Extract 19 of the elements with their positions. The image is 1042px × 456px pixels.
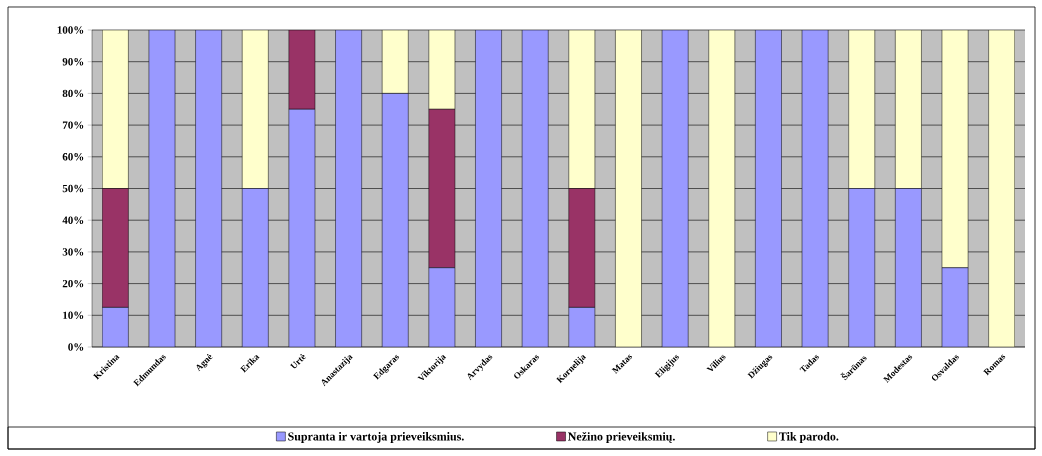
legend-label: Tik parodo. — [779, 432, 839, 443]
y-tick-label: 50% — [62, 184, 84, 193]
y-tick-label: 30% — [62, 248, 84, 256]
y-tick-label: 90% — [62, 57, 84, 66]
x-tick-label: Urtė — [290, 354, 306, 369]
legend-label: Supranta ir vartoja prieveiksmius. — [288, 432, 464, 443]
bar — [568, 188, 596, 308]
y-tick-label: 0% — [68, 343, 84, 351]
y-tick-label: 40% — [62, 216, 84, 224]
legend-label: Nežino prieveiksmių. — [568, 432, 675, 443]
y-tick-label: 100% — [57, 26, 84, 34]
y-tick-label: 80% — [62, 89, 84, 98]
bar — [428, 109, 456, 268]
y-tick-label: 60% — [62, 153, 84, 161]
y-tick-label: 70% — [62, 121, 84, 129]
bar — [288, 30, 316, 110]
y-tick-label: 10% — [63, 311, 84, 320]
bar — [102, 188, 129, 308]
y-tick-label: 20% — [62, 279, 84, 288]
